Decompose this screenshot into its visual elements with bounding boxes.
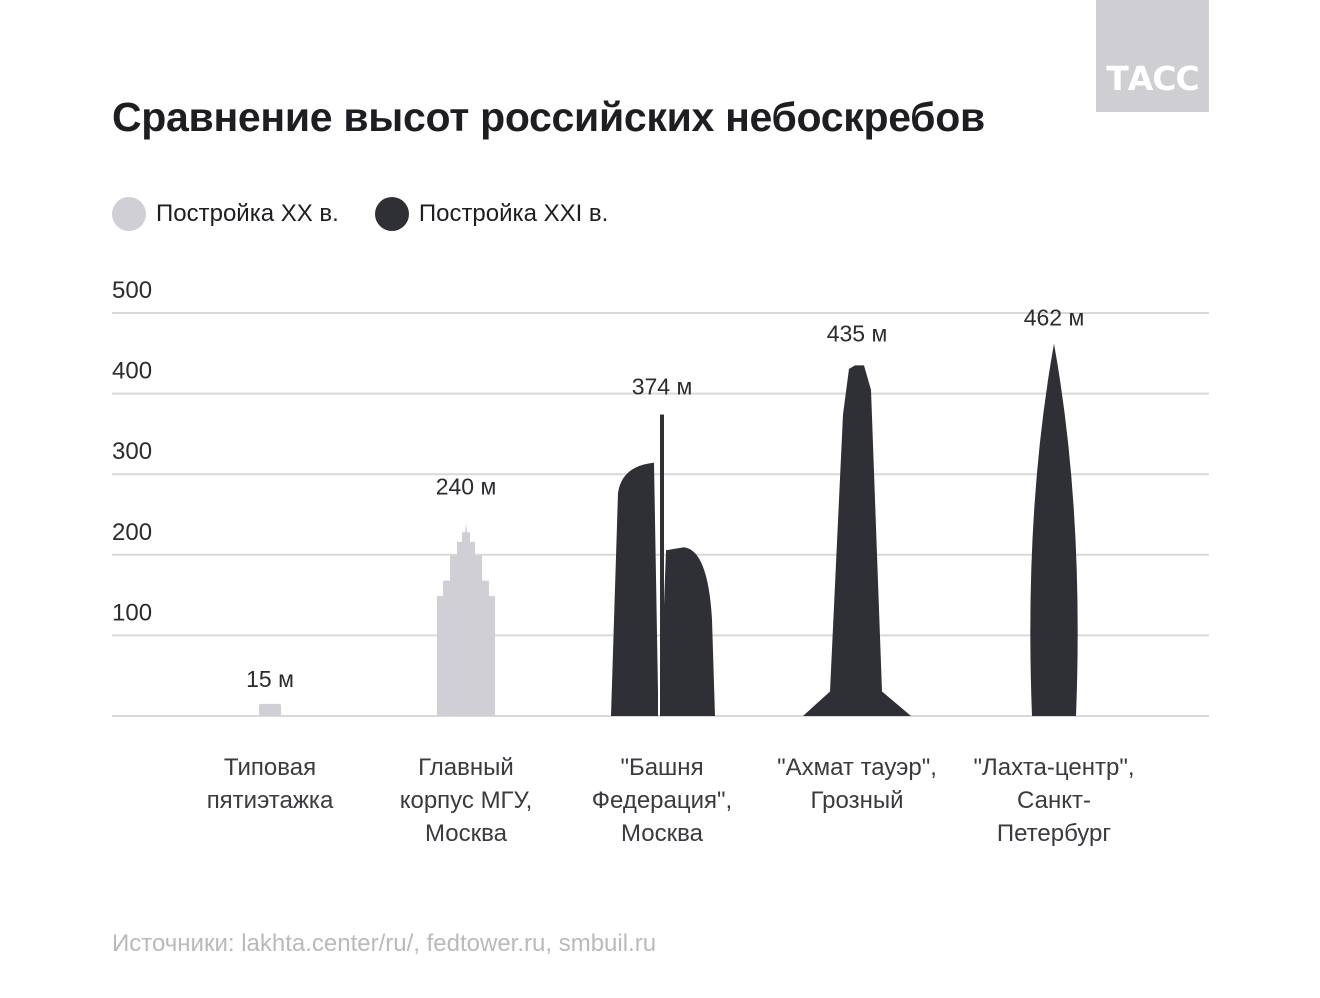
category-label-line: Москва: [425, 820, 508, 847]
value-label: 15 м: [246, 666, 294, 692]
tass-logo: ТАСС: [1096, 0, 1209, 112]
source-note: Источники: lakhta.center/ru/, fedtower.r…: [112, 930, 657, 957]
category-label: Типовая пятиэтажка: [207, 754, 334, 814]
category-label-line: Москва: [621, 820, 704, 847]
y-tick-label: 300: [112, 438, 152, 465]
category-label-line: "Лахта-центр",: [973, 754, 1134, 781]
value-label: 462 м: [1024, 305, 1085, 331]
legend-swatch-xxi: [374, 197, 409, 231]
bar-federation-west: [611, 462, 658, 716]
bar-msu: [437, 522, 495, 716]
federation-spire: [660, 414, 664, 716]
category-label-line: Главный: [418, 754, 514, 781]
y-tick-label: 500: [112, 277, 152, 304]
category-label: "Башня Федерация", Москва: [592, 754, 732, 847]
legend-item-xx: Постройка XX в.: [112, 197, 339, 231]
category-label-line: "Башня: [620, 754, 703, 781]
legend-item-xxi: Постройка XXI в.: [374, 197, 609, 231]
legend-label-xx: Постройка XX в.: [156, 200, 339, 227]
value-label: 435 м: [827, 320, 888, 346]
category-label-line: Санкт-: [1017, 787, 1091, 814]
y-tick-label: 400: [112, 358, 152, 385]
category-label-line: Типовая: [224, 754, 316, 781]
category-label-line: корпус МГУ,: [400, 787, 533, 814]
value-label: 240 м: [436, 474, 497, 500]
category-label: Главный корпус МГУ, Москва: [400, 754, 533, 847]
category-label-line: "Ахмат тауэр",: [777, 754, 937, 781]
category-label: "Лахта-центр", Санкт- Петербург: [973, 754, 1134, 847]
bar-federation-east: [660, 547, 715, 716]
legend-swatch-xx: [112, 197, 146, 231]
bar-tipovaya: [259, 703, 281, 716]
y-tick-label: 100: [112, 599, 152, 626]
bar-akhmat: [803, 365, 911, 716]
category-label-line: пятиэтажка: [207, 787, 334, 814]
category-label-line: Грозный: [811, 787, 904, 814]
value-label: 374 м: [632, 374, 693, 400]
y-tick-label: 200: [112, 519, 152, 546]
category-label: "Ахмат тауэр", Грозный: [777, 754, 937, 814]
legend-label-xxi: Постройка XXI в.: [418, 200, 609, 227]
category-label-line: Петербург: [997, 820, 1112, 847]
legend: Постройка XX в. Постройка XXI в.: [112, 196, 644, 232]
category-label-line: Федерация",: [592, 787, 732, 814]
bar-lakhta: [1030, 343, 1078, 716]
chart-title: Сравнение высот российских небоскребов: [112, 94, 985, 140]
